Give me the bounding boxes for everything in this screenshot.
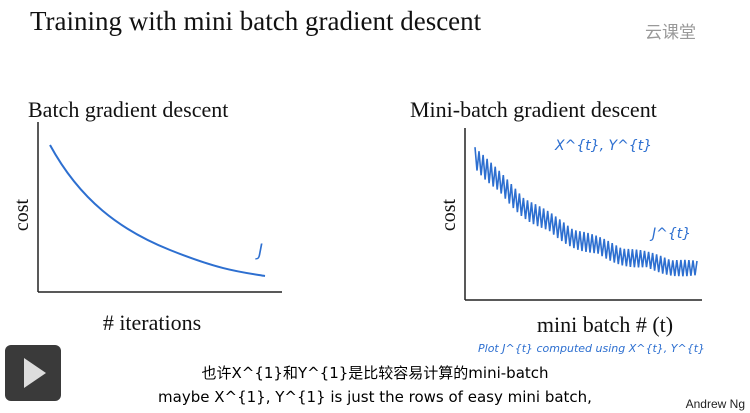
cost-curve: [49, 144, 266, 277]
subtitle-zh: 也许X^{1}和Y^{1}是比较容易计算的mini-batch: [201, 364, 548, 382]
left-plot-title: Batch gradient descent: [28, 97, 228, 122]
handwritten-note: J^{t}: [649, 226, 691, 242]
slide-title: Training with mini batch gradient descen…: [30, 6, 482, 36]
noisy-cost-curve: [474, 147, 698, 277]
right-x-label: mini batch # (t): [537, 312, 673, 337]
handwritten-note: J: [255, 241, 263, 261]
credit: Andrew Ng: [686, 397, 745, 411]
play-icon: [24, 358, 46, 388]
subtitle-en: maybe X^{1}, Y^{1} is just the rows of e…: [158, 388, 592, 406]
watermark: 云课堂: [645, 23, 696, 43]
left-x-label: # iterations: [103, 310, 201, 335]
right-plot-title: Mini-batch gradient descent: [410, 97, 657, 122]
left-y-label: cost: [11, 198, 33, 231]
handwritten-note: Plot J^{t} computed using X^{t}, Y^{t}: [478, 342, 705, 355]
right-y-label: cost: [438, 198, 460, 231]
handwritten-note: X^{t}, Y^{t}: [554, 138, 652, 154]
